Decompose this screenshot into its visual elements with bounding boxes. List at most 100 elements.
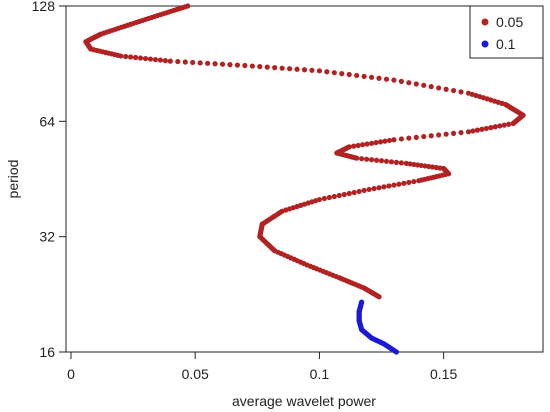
data-point xyxy=(479,126,485,132)
series-0.05 xyxy=(83,3,526,300)
data-point xyxy=(127,54,134,60)
data-point xyxy=(360,142,366,148)
data-point xyxy=(406,179,412,186)
x-tick-label: 0.1 xyxy=(310,366,330,382)
data-point xyxy=(257,63,263,70)
data-point xyxy=(388,159,395,165)
legend-label-0.1: 0.1 xyxy=(496,36,516,52)
data-point xyxy=(393,159,400,165)
data-point xyxy=(152,56,159,63)
data-point xyxy=(351,189,357,196)
data-point xyxy=(309,67,315,73)
y-tick-label: 32 xyxy=(39,229,55,245)
data-point xyxy=(421,82,427,88)
data-point xyxy=(242,62,248,69)
data-point xyxy=(205,60,211,66)
data-point xyxy=(331,70,337,76)
data-point xyxy=(190,59,196,66)
legend: 0.05 0.1 xyxy=(469,5,544,59)
data-point xyxy=(132,54,139,61)
data-point xyxy=(368,157,375,163)
legend-marker-0.1 xyxy=(481,40,489,48)
data-point xyxy=(458,89,464,95)
data-point xyxy=(354,72,360,79)
data-point xyxy=(286,66,293,72)
data-point xyxy=(279,65,285,71)
data-point xyxy=(147,56,154,62)
data-point xyxy=(361,73,367,79)
data-point xyxy=(118,53,124,59)
data-point xyxy=(212,61,218,67)
data-point xyxy=(443,131,449,137)
data-point xyxy=(376,75,382,81)
plot-area-frame xyxy=(65,5,544,353)
data-point xyxy=(219,61,226,67)
data-point xyxy=(421,133,427,140)
data-point xyxy=(366,186,372,193)
data-point xyxy=(465,129,472,135)
data-point xyxy=(497,123,503,129)
data-point xyxy=(413,81,419,87)
data-point xyxy=(321,195,327,202)
data-point xyxy=(123,53,129,60)
data-point xyxy=(355,142,361,149)
data-point xyxy=(373,157,380,163)
data-point xyxy=(436,132,442,138)
data-point xyxy=(386,137,393,144)
data-point xyxy=(401,180,407,186)
data-point xyxy=(175,58,181,65)
data-point xyxy=(364,141,370,147)
data-point xyxy=(391,77,397,83)
data-point xyxy=(450,130,457,136)
y-tick-label: 128 xyxy=(32,0,56,14)
data-point xyxy=(383,158,390,164)
y-axis-title: period xyxy=(5,160,21,199)
data-point xyxy=(383,76,390,82)
data-point xyxy=(331,193,337,200)
legend-marker-0.05 xyxy=(481,18,489,26)
data-point xyxy=(398,136,404,142)
data-point xyxy=(373,139,379,146)
data-point xyxy=(411,178,417,185)
y-tick-label: 16 xyxy=(39,344,55,360)
data-point xyxy=(326,194,332,201)
x-tick-label: 0.05 xyxy=(182,366,209,382)
data-point xyxy=(167,58,173,64)
data-point xyxy=(483,125,489,132)
data-point xyxy=(359,156,365,162)
data-point xyxy=(377,139,384,145)
x-tick-label: 0.15 xyxy=(430,366,457,382)
data-point xyxy=(364,156,370,162)
data-point xyxy=(162,58,168,64)
data-point xyxy=(356,188,362,195)
data-point xyxy=(506,121,512,127)
data-point xyxy=(488,125,494,131)
data-point xyxy=(398,78,404,85)
data-point xyxy=(413,134,419,140)
data-point xyxy=(396,181,402,187)
data-point xyxy=(391,137,397,143)
data-point xyxy=(137,55,144,61)
x-axis-title: average wavelet power xyxy=(232,393,376,409)
data-point xyxy=(341,191,347,198)
data-point xyxy=(393,349,400,355)
data-point xyxy=(324,69,330,75)
data-point xyxy=(368,140,375,146)
data-point xyxy=(376,294,382,300)
data-point xyxy=(450,87,457,94)
series-0.1 xyxy=(356,299,400,355)
data-point xyxy=(376,185,382,191)
data-point xyxy=(492,124,498,130)
data-point xyxy=(470,128,476,134)
series-layer xyxy=(83,3,526,355)
data-point xyxy=(368,74,375,80)
y-axis: 16 32 64 128 xyxy=(32,0,66,360)
x-axis: 0 0.05 0.1 0.15 xyxy=(67,352,457,382)
data-point xyxy=(351,143,357,149)
data-point xyxy=(378,158,385,164)
data-point xyxy=(391,182,397,188)
data-point xyxy=(386,183,392,189)
data-point xyxy=(234,62,241,68)
data-point xyxy=(301,67,308,73)
